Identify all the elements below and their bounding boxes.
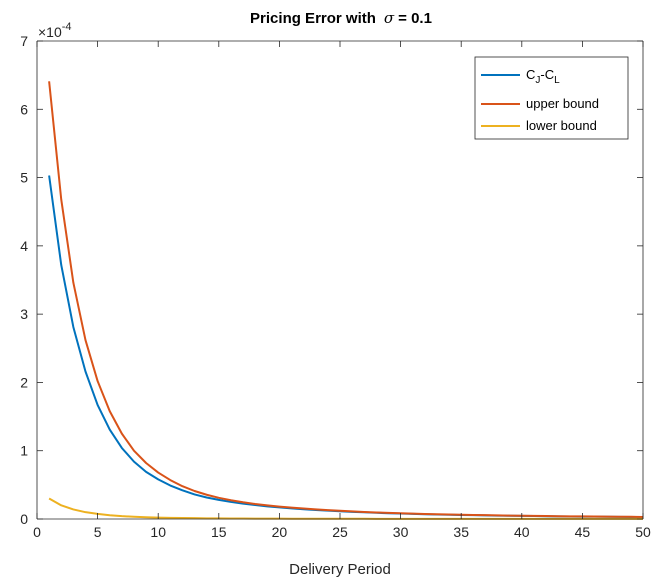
chart-title-prefix: Pricing Error with — [250, 10, 376, 27]
y-tick-label: 3 — [20, 306, 28, 322]
legend: CJ-CL upper bound lower bound — [474, 56, 629, 140]
legend-entry-cj-cl: CJ-CL — [526, 67, 560, 86]
chart-title: Pricing Error with σ = 0.1 — [250, 9, 432, 27]
y-axis-exponent: ×10-4 — [38, 21, 72, 40]
x-tick-label: 25 — [332, 524, 348, 540]
x-tick-label: 15 — [211, 524, 227, 540]
x-tick-label: 45 — [575, 524, 591, 540]
x-axis-label: Delivery Period — [289, 561, 391, 578]
legend-cj-mid: -C — [540, 67, 554, 82]
x-tick-label: 40 — [514, 524, 530, 540]
y-tick-label: 7 — [20, 33, 28, 49]
x-tick-label: 20 — [272, 524, 288, 540]
x-tick-label: 10 — [150, 524, 166, 540]
x-tick-label: 35 — [453, 524, 469, 540]
y-tick-label: 6 — [20, 101, 28, 117]
x-tick-label: 50 — [635, 524, 651, 540]
x-tick-label: 30 — [393, 524, 409, 540]
legend-entry-upper-bound: upper bound — [526, 96, 599, 111]
legend-entry-lower-bound: lower bound — [526, 118, 597, 133]
chart-title-symbol: σ — [384, 9, 395, 27]
legend-cj-sub2: L — [554, 75, 560, 86]
x-tick-label: 0 — [33, 524, 41, 540]
y-tick-label: 0 — [20, 511, 28, 527]
x-tick-label: 5 — [94, 524, 102, 540]
y-axis-exponent-power: -4 — [62, 21, 72, 33]
legend-cj-main: C — [526, 67, 535, 82]
y-tick-label: 2 — [20, 374, 28, 390]
series-line-1 — [48, 81, 644, 518]
y-tick-label: 5 — [20, 170, 28, 186]
legend-cj-sub1: J — [535, 75, 540, 86]
y-tick-label: 1 — [20, 443, 28, 459]
y-tick-label: 4 — [20, 238, 28, 254]
chart-title-suffix: = 0.1 — [398, 10, 432, 27]
y-axis-exponent-base: ×10 — [38, 24, 62, 40]
